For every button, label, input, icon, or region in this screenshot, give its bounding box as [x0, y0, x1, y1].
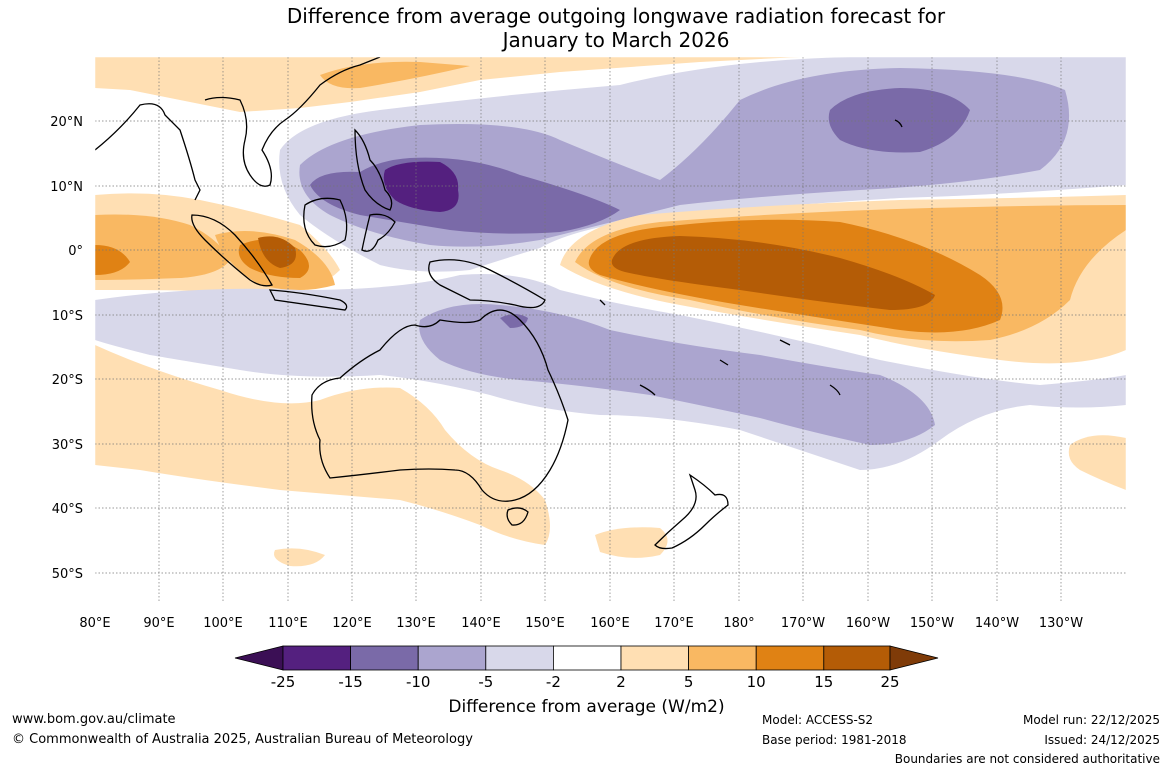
- colorbar-swatch: [688, 645, 757, 671]
- gridlines: [95, 57, 1126, 602]
- lon-label: 150°E: [525, 616, 565, 631]
- colorbar-tick: -5: [478, 673, 493, 691]
- coastline-tasmania: [506, 507, 529, 526]
- anomaly-region-positive-australia: [95, 345, 550, 545]
- colorbar-tick: 10: [747, 673, 766, 691]
- lon-label: 180°: [723, 616, 754, 631]
- colorbar-tick: -2: [546, 673, 561, 691]
- coastline-java: [268, 289, 348, 311]
- anomaly-region-positive-java-peak: [258, 236, 296, 268]
- anomaly-region-positive-north: [95, 57, 800, 112]
- coastline-pacific-islands: [599, 119, 903, 396]
- lon-label: 130°E: [396, 616, 436, 631]
- disclaimer: Boundaries are not considered authoritat…: [894, 752, 1160, 766]
- copyright: © Commonwealth of Australia 2025, Austra…: [12, 732, 473, 747]
- lon-label: 160°E: [590, 616, 630, 631]
- anomaly-region-positive-north-core: [320, 61, 470, 89]
- latitude-labels: 20°N 10°N 0° 10°S 20°S 30°S 40°S 50°S: [50, 115, 83, 582]
- lon-label: 170°E: [654, 616, 694, 631]
- forecast-map: 20°N 10°N 0° 10°S 20°S 30°S 40°S 50°S 80…: [50, 56, 1127, 691]
- colorbar-swatch: [823, 645, 891, 671]
- anomaly-field: [95, 57, 1126, 602]
- lat-label: 20°S: [52, 373, 83, 388]
- map-title: Difference from average outgoing longwav…: [0, 4, 1173, 52]
- lon-label: 100°E: [203, 616, 243, 631]
- anomaly-region-negative-south-mid: [419, 304, 936, 445]
- lat-label: 30°S: [52, 438, 83, 453]
- anomaly-region-positive-indian-mid: [95, 214, 230, 280]
- coastline-new-guinea: [428, 259, 546, 309]
- colorbar-tick: 25: [880, 673, 899, 691]
- model-name: Model: ACCESS-S2: [762, 713, 874, 727]
- colorbar-tick: -25: [271, 673, 296, 691]
- coastline-sulawesi: [361, 213, 396, 252]
- lon-label: 110°E: [268, 616, 308, 631]
- coastline-philippines: [354, 128, 393, 211]
- base-period: Base period: 1981-2018: [762, 733, 907, 747]
- lon-label: 80°E: [79, 616, 110, 631]
- colorbar-swatch: [620, 645, 689, 671]
- coastline-sumatra: [191, 214, 273, 287]
- colorbar-swatch: [350, 645, 419, 671]
- colorbar-tick: -15: [338, 673, 363, 691]
- colorbar-ticks: -25 -15 -10 -5 -2 2 5 10 15 25: [271, 673, 900, 691]
- colorbar-tick: -10: [406, 673, 431, 691]
- colorbar-swatch: [553, 645, 622, 671]
- issued-date: Issued: 24/12/2025: [1044, 733, 1160, 747]
- colorbar-tick: 2: [616, 673, 626, 691]
- lat-label: 50°S: [52, 567, 83, 582]
- lat-label: 10°S: [52, 309, 83, 324]
- colorbar-swatch: [282, 645, 351, 671]
- lon-label: 170°W: [781, 616, 825, 631]
- anomaly-region-negative-core: [383, 161, 459, 212]
- lon-label: 150°W: [910, 616, 954, 631]
- title-line-2: January to March 2026: [502, 28, 730, 52]
- website-link[interactable]: www.bom.gov.au/climate: [12, 712, 176, 727]
- lon-label: 140°W: [975, 616, 1019, 631]
- lon-label: 120°E: [332, 616, 372, 631]
- colorbar-swatch: [755, 645, 825, 671]
- colorbar-arrow-right: [889, 645, 939, 671]
- coastline-new-zealand: [654, 473, 729, 550]
- colorbar-swatch: [417, 645, 487, 671]
- anomaly-region-positive-southeast: [1068, 435, 1126, 490]
- anomaly-region-negative-hawaii: [828, 88, 970, 153]
- colorbar-tick: 15: [814, 673, 833, 691]
- coastline-australia: [311, 309, 569, 502]
- colorbar-swatch: [485, 645, 554, 671]
- title-line-1: Difference from average outgoing longwav…: [286, 4, 946, 28]
- lat-label: 0°: [68, 244, 83, 259]
- anomaly-region-positive-indian-core: [95, 245, 130, 275]
- lat-label: 10°N: [50, 180, 83, 195]
- lon-label: 160°W: [846, 616, 890, 631]
- lon-label: 130°W: [1039, 616, 1083, 631]
- anomaly-region-positive-south-ocean: [274, 548, 325, 567]
- colorbar-arrow-left: [234, 645, 284, 671]
- lon-label: 90°E: [143, 616, 174, 631]
- coastline-asia: [95, 57, 381, 201]
- model-run-date: Model run: 22/12/2025: [1022, 713, 1160, 727]
- lat-label: 20°N: [50, 115, 83, 130]
- coastlines: [95, 57, 903, 550]
- lon-label: 140°E: [461, 616, 501, 631]
- lat-label: 40°S: [52, 502, 83, 517]
- anomaly-region-positive-tasman: [595, 527, 668, 558]
- anomaly-region-negative-coral: [500, 314, 528, 328]
- longitude-labels: 80°E 90°E 100°E 110°E 120°E 130°E 140°E …: [79, 616, 1083, 631]
- anomaly-region-positive-pacific-core: [611, 236, 935, 310]
- colorbar-tick: 5: [684, 673, 694, 691]
- coastline-borneo: [303, 197, 348, 248]
- colorbar: [234, 645, 939, 671]
- colorbar-label: Difference from average (W/m2): [448, 697, 725, 717]
